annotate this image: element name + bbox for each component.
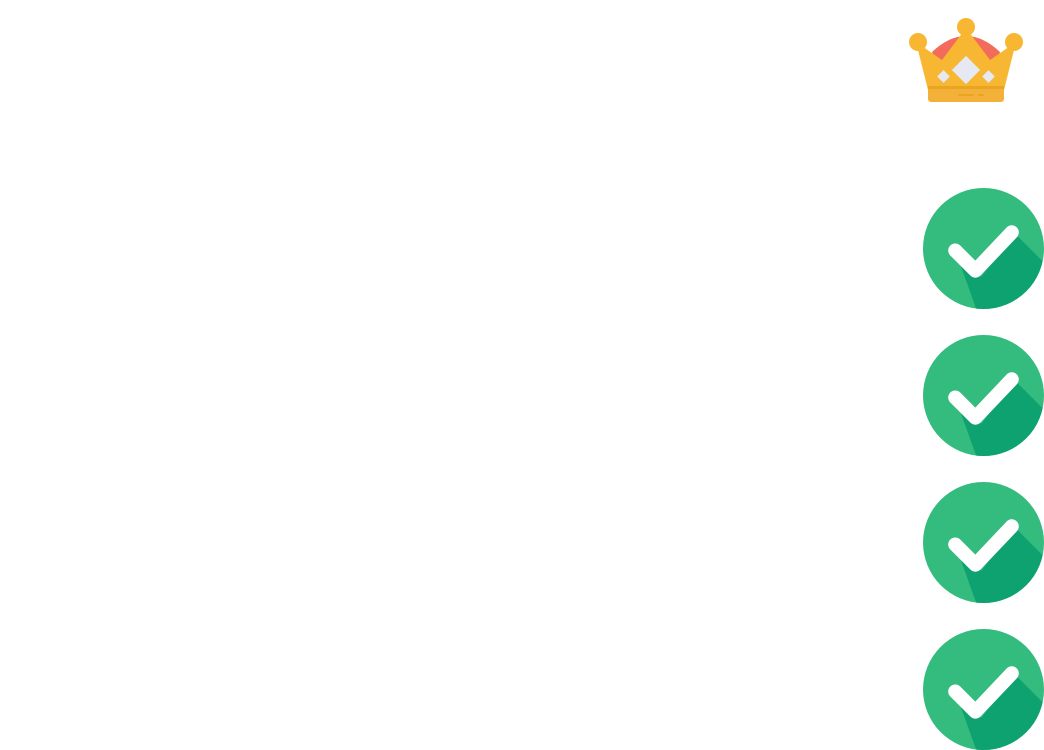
check-circle-icon [923, 629, 1044, 750]
check-circle-icon [923, 335, 1044, 456]
check-item [923, 335, 1044, 456]
check-circle-icon [923, 188, 1044, 309]
check-list [923, 188, 1044, 750]
check-circle-icon [923, 482, 1044, 603]
check-item [923, 629, 1044, 750]
crown-icon [909, 18, 1023, 102]
check-item [923, 482, 1044, 603]
check-item [923, 188, 1044, 309]
